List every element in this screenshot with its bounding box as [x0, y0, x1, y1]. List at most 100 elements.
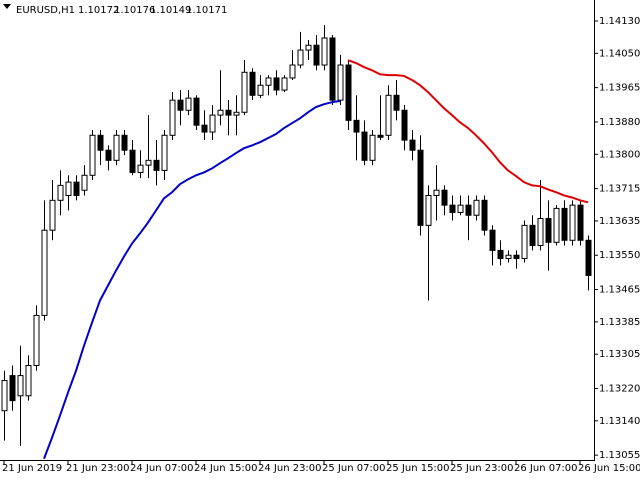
candle-body — [457, 204, 464, 213]
candle-body — [33, 314, 40, 366]
quote-open: 1.10172 — [78, 5, 119, 16]
candle-body — [393, 94, 400, 111]
candle-body — [305, 44, 312, 51]
candle-body — [537, 217, 544, 247]
candle-body — [265, 77, 272, 86]
y-tick-label: 1.13880 — [599, 117, 640, 128]
candle-body — [313, 44, 320, 66]
x-tick-label: 21 Jun 23:00 — [66, 463, 130, 474]
candle-body — [25, 364, 32, 397]
candle-body — [337, 64, 344, 101]
quote-high: 1.10176 — [114, 5, 155, 16]
x-tick-label: 25 Jun 23:00 — [450, 463, 514, 474]
y-tick-label: 1.13965 — [599, 83, 640, 94]
candle-body — [281, 77, 288, 91]
x-tick-label: 24 Jun 07:00 — [130, 463, 194, 474]
candle-body — [481, 199, 488, 231]
y-tick-label: 1.13715 — [599, 184, 640, 195]
x-tick-label: 24 Jun 23:00 — [258, 463, 322, 474]
candle-body — [369, 134, 376, 161]
candle-body — [409, 139, 416, 151]
symbol: EURUSD,H1 — [16, 5, 75, 16]
candle-body — [321, 37, 328, 66]
candle-body — [569, 204, 576, 241]
y-tick-label: 1.13465 — [599, 285, 640, 296]
candle-body — [297, 49, 304, 66]
candle-body — [465, 204, 472, 216]
candle-body — [553, 207, 560, 243]
y-tick-label: 1.14050 — [599, 48, 640, 59]
y-tick-label: 1.13635 — [599, 216, 640, 227]
candle-body — [49, 199, 56, 231]
candle-body — [505, 254, 512, 259]
candle-body — [401, 109, 408, 141]
x-tick-label: 21 Jun 2019 — [2, 463, 62, 474]
candle-body — [17, 375, 24, 397]
y-tick-label: 1.13140 — [599, 416, 640, 427]
x-tick-label: 24 Jun 15:00 — [194, 463, 258, 474]
candle-body — [177, 99, 184, 111]
candle-body — [545, 217, 552, 243]
candle-body — [385, 94, 392, 136]
candle-body — [417, 149, 424, 226]
moving-average-line — [347, 59, 589, 204]
candle-body — [145, 159, 152, 166]
candle-body — [529, 224, 536, 247]
candle-body — [73, 181, 80, 196]
y-tick-label: 1.13800 — [599, 149, 640, 160]
candle-body — [81, 174, 88, 191]
candle-body — [57, 184, 64, 201]
candle-body — [257, 84, 264, 96]
candle-body — [441, 189, 448, 206]
x-tick-label: 25 Jun 07:00 — [322, 463, 386, 474]
candle-body — [185, 97, 192, 111]
candle-body — [521, 224, 528, 259]
candle-body — [345, 64, 352, 121]
x-tick-label: 26 Jun 07:00 — [514, 463, 578, 474]
candle-body — [89, 134, 96, 176]
candle-body — [561, 207, 568, 241]
candle-body — [433, 189, 440, 196]
y-tick-label: 1.14130 — [599, 16, 640, 27]
candle-body — [585, 239, 592, 276]
quote-close: 1.10171 — [186, 5, 227, 16]
candle-body — [473, 199, 480, 216]
candle-body — [65, 181, 72, 196]
candle-body — [225, 109, 232, 116]
candle-body — [449, 204, 456, 213]
candle-body — [121, 134, 128, 151]
candle-body — [129, 149, 136, 173]
candle-body — [241, 71, 248, 113]
candle-body — [209, 114, 216, 133]
y-tick-label: 1.13385 — [599, 317, 640, 328]
candle-body — [161, 134, 168, 171]
candle-body — [273, 77, 280, 91]
menu-triangle[interactable] — [3, 4, 11, 9]
moving-average-line — [43, 99, 341, 460]
x-tick-label: 26 Jun 15:00 — [578, 463, 640, 474]
candle-body — [361, 131, 368, 161]
candle-body — [113, 134, 120, 161]
candle-body — [425, 194, 432, 226]
candle-body — [513, 254, 520, 259]
candle-body — [489, 229, 496, 251]
x-tick-label: 25 Jun 15:00 — [386, 463, 450, 474]
candle-body — [193, 97, 200, 126]
y-tick-label: 1.13220 — [599, 384, 640, 395]
candle-body — [329, 37, 336, 101]
candle-body — [153, 159, 160, 171]
y-tick-label: 1.13305 — [599, 349, 640, 360]
candle-body — [353, 119, 360, 133]
candle-body — [1, 379, 8, 412]
candle-body — [377, 134, 384, 138]
candle-body — [105, 149, 112, 161]
quote-low: 1.10149 — [150, 5, 191, 16]
candle-body — [233, 111, 240, 116]
candle-body — [217, 109, 224, 116]
candle-body — [289, 64, 296, 79]
candle-body — [9, 375, 16, 402]
candle-body — [201, 124, 208, 133]
candle-body — [577, 204, 584, 241]
